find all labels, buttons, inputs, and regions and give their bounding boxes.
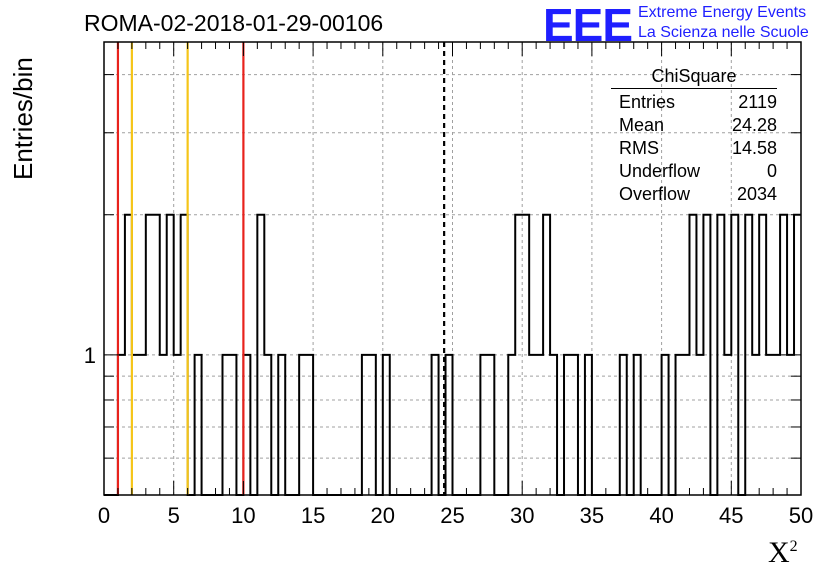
stats-label: Overflow xyxy=(619,184,691,204)
x-tick-label: 30 xyxy=(510,503,534,528)
stats-value: 24.28 xyxy=(731,115,777,135)
x-axis-label-base: X xyxy=(768,536,790,569)
stats-label: RMS xyxy=(619,138,659,158)
x-axis-label-sup: 2 xyxy=(789,538,798,555)
y-axis-label: Entries/bin xyxy=(8,57,38,180)
stats-label: Mean xyxy=(619,115,665,135)
stats-row-mean: Mean 24.28 xyxy=(611,114,777,137)
x-tick-label: 15 xyxy=(301,503,325,528)
x-tick-label: 5 xyxy=(168,503,180,528)
x-tick-label: 40 xyxy=(649,503,673,528)
x-tick-label: 50 xyxy=(789,503,813,528)
stats-value: 2119 xyxy=(738,92,777,112)
reference-lines xyxy=(116,42,446,495)
x-tick-label: 20 xyxy=(371,503,395,528)
stats-box: ChiSquare Entries 2119 Mean 24.28 RMS 14.58… xyxy=(611,66,777,206)
eee-logo-line1: Extreme Energy Events xyxy=(638,4,807,21)
stats-label: Entries xyxy=(619,92,676,112)
eee-logo-line2: La Scienza nelle Scuole xyxy=(638,24,809,41)
stats-row-overflow: Overflow 2034 xyxy=(611,183,777,206)
stats-value: 2034 xyxy=(736,184,777,204)
stats-value: 0 xyxy=(766,161,777,181)
chart-title: ROMA-02-2018-01-29-00106 xyxy=(84,10,384,36)
x-axis-label: X2 xyxy=(768,536,798,570)
axes xyxy=(103,41,802,496)
x-tick-label: 45 xyxy=(719,503,743,528)
stats-row-entries: Entries 2119 xyxy=(611,91,777,114)
eee-logo: EEE xyxy=(543,0,633,51)
x-tick-label: 10 xyxy=(231,503,255,528)
stats-row-underflow: Underflow 0 xyxy=(611,160,777,183)
stats-value: 14.58 xyxy=(731,138,777,158)
stats-title: ChiSquare xyxy=(611,66,777,89)
x-tick-label: 0 xyxy=(98,503,110,528)
x-tick-label: 25 xyxy=(440,503,464,528)
tick-labels: 0 5 10 15 20 25 30 35 40 45 50 1 xyxy=(84,343,813,528)
y-tick-label: 1 xyxy=(84,343,96,368)
stats-row-rms: RMS 14.58 xyxy=(611,137,777,160)
x-tick-label: 35 xyxy=(580,503,604,528)
stats-label: Underflow xyxy=(619,161,701,181)
